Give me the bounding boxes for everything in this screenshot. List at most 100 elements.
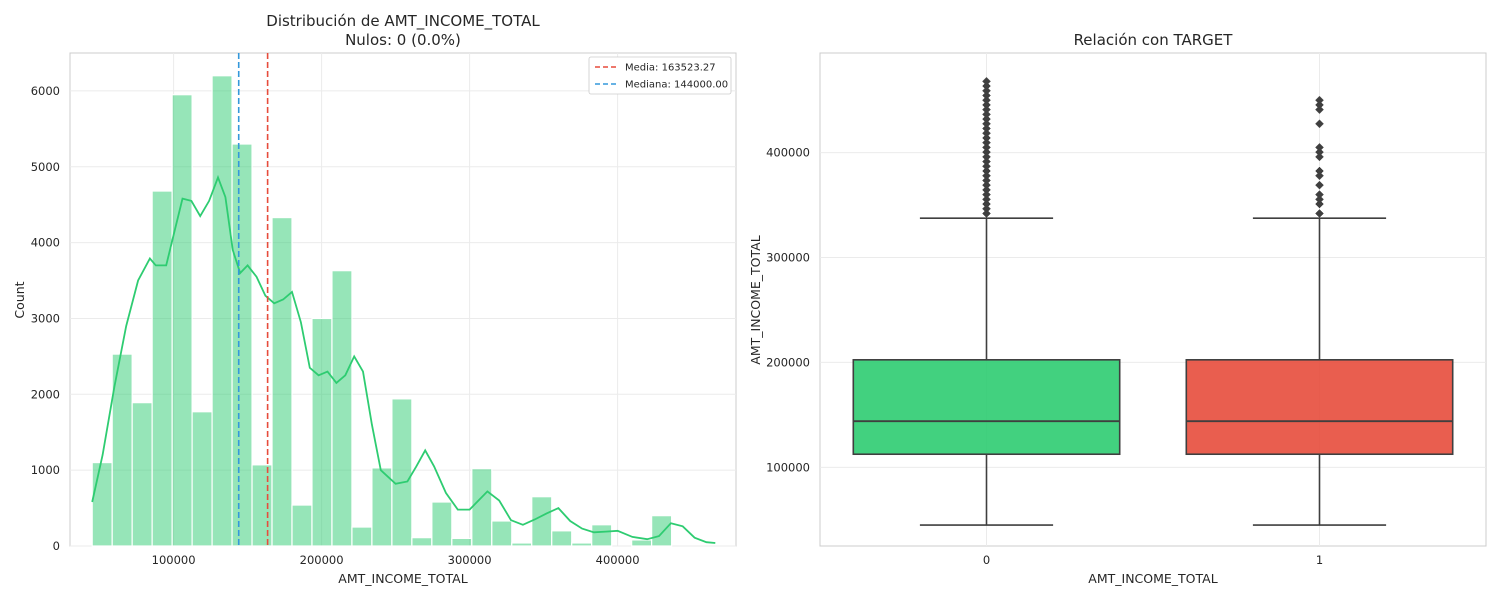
histogram-bar bbox=[91, 461, 113, 547]
histogram-bar bbox=[511, 542, 533, 547]
boxplot-y-ticks: 100000 200000 300000 400000 bbox=[766, 146, 810, 475]
histogram-y-ticks: 0 1000 2000 3000 4000 5000 6000 bbox=[31, 84, 60, 553]
boxplot-boxes bbox=[852, 76, 1454, 526]
outlier-point bbox=[982, 124, 991, 133]
histogram-bar bbox=[151, 190, 173, 547]
x-tick-label: 0 bbox=[983, 553, 990, 567]
y-tick-label: 3000 bbox=[31, 311, 60, 325]
outlier-point bbox=[982, 180, 991, 190]
outlier-point bbox=[982, 166, 991, 176]
y-tick-label: 0 bbox=[53, 539, 60, 553]
histogram-bar bbox=[531, 496, 553, 547]
histogram-x-label: AMT_INCOME_TOTAL bbox=[338, 571, 467, 586]
outlier-point bbox=[982, 199, 991, 209]
outlier-point bbox=[982, 91, 991, 100]
outlier-point bbox=[982, 76, 991, 86]
outlier-point bbox=[1315, 147, 1324, 157]
boxplot-title: Relación con TARGET bbox=[1074, 31, 1234, 49]
outlier-point bbox=[982, 176, 991, 185]
histogram-bar bbox=[211, 75, 233, 547]
histogram-bar bbox=[291, 504, 313, 547]
boxplot-y-label: AMT_INCOME_TOTAL bbox=[748, 235, 763, 364]
outlier-point bbox=[982, 209, 991, 218]
outlier-point bbox=[1315, 105, 1324, 114]
outlier-point bbox=[1315, 95, 1324, 105]
outlier-point bbox=[982, 95, 991, 105]
legend: Media: 163523.27 Mediana: 144000.00 bbox=[588, 56, 732, 95]
histogram-bar bbox=[651, 515, 673, 547]
histogram-bar bbox=[411, 537, 433, 547]
x-tick-label: 400000 bbox=[596, 553, 640, 567]
histogram-bar bbox=[551, 530, 573, 547]
outlier-point bbox=[982, 114, 991, 124]
histogram-bar bbox=[351, 526, 373, 547]
histogram-x-ticks: 100000 200000 300000 400000 bbox=[152, 553, 640, 567]
legend-label-mean: Media: 163523.27 bbox=[625, 63, 716, 74]
box-iqr bbox=[1185, 359, 1454, 456]
box-iqr bbox=[852, 359, 1121, 456]
y-tick-label: 1000 bbox=[31, 463, 60, 477]
outlier-point bbox=[982, 110, 991, 119]
x-tick-label: 1 bbox=[1316, 553, 1323, 567]
outlier-point bbox=[982, 161, 991, 171]
histogram-title: Distribución de AMT_INCOME_TOTAL bbox=[266, 12, 540, 31]
outlier-point bbox=[982, 128, 991, 138]
reference-lines bbox=[237, 53, 269, 546]
outlier-point bbox=[982, 194, 991, 204]
histogram-bar bbox=[471, 468, 493, 547]
histogram-bar bbox=[431, 501, 453, 547]
outlier-point bbox=[1315, 180, 1324, 190]
histogram-bar bbox=[131, 402, 153, 547]
histogram-bar bbox=[271, 216, 293, 547]
histogram-bar bbox=[371, 467, 393, 547]
outlier-point bbox=[982, 152, 991, 162]
histogram-panel: 100000 200000 300000 400000 0 1000 2000 3000 40… bbox=[12, 12, 737, 586]
y-tick-label: 300000 bbox=[766, 251, 810, 265]
x-tick-label: 300000 bbox=[448, 553, 492, 567]
outlier-point bbox=[982, 81, 991, 91]
outlier-point bbox=[982, 171, 991, 181]
outlier-point bbox=[1315, 199, 1324, 209]
outlier-point bbox=[982, 105, 991, 114]
outlier-point bbox=[982, 143, 991, 152]
outlier-point bbox=[1315, 119, 1324, 129]
outlier-point bbox=[982, 138, 991, 148]
y-tick-label: 200000 bbox=[766, 355, 810, 369]
outlier-point bbox=[1315, 100, 1324, 110]
histogram-bar bbox=[631, 539, 653, 547]
histogram-bar bbox=[391, 398, 413, 547]
y-tick-label: 400000 bbox=[766, 146, 810, 160]
outlier-point bbox=[982, 185, 991, 195]
outlier-point bbox=[1315, 194, 1324, 204]
outlier-point bbox=[1315, 152, 1324, 162]
boxplot-plot-area bbox=[819, 52, 1487, 547]
histogram-bars bbox=[91, 75, 673, 547]
histogram-bar bbox=[451, 537, 473, 547]
kde-curve bbox=[91, 174, 716, 544]
y-tick-label: 100000 bbox=[766, 460, 810, 474]
histogram-bar bbox=[591, 524, 613, 547]
histogram-bar bbox=[171, 94, 193, 547]
outlier-point bbox=[982, 119, 991, 129]
outlier-point bbox=[982, 86, 991, 96]
x-tick-label: 200000 bbox=[300, 553, 344, 567]
y-tick-label: 4000 bbox=[31, 236, 60, 250]
y-tick-label: 2000 bbox=[31, 387, 60, 401]
histogram-bar bbox=[311, 317, 333, 547]
histogram-y-label: Count bbox=[12, 281, 27, 318]
outlier-point bbox=[982, 100, 991, 110]
y-tick-label: 5000 bbox=[31, 160, 60, 174]
histogram-bar bbox=[251, 464, 273, 547]
histogram-bar bbox=[191, 411, 213, 547]
histogram-bar bbox=[331, 270, 353, 547]
outlier-point bbox=[982, 147, 991, 157]
outlier-point bbox=[1315, 209, 1324, 218]
boxplot-x-label: AMT_INCOME_TOTAL bbox=[1088, 571, 1217, 586]
outlier-point bbox=[1315, 143, 1324, 152]
histogram-bar bbox=[231, 143, 253, 547]
outlier-point bbox=[1315, 171, 1324, 181]
histogram-subtitle: Nulos: 0 (0.0%) bbox=[345, 31, 461, 49]
x-tick-label: 100000 bbox=[152, 553, 196, 567]
